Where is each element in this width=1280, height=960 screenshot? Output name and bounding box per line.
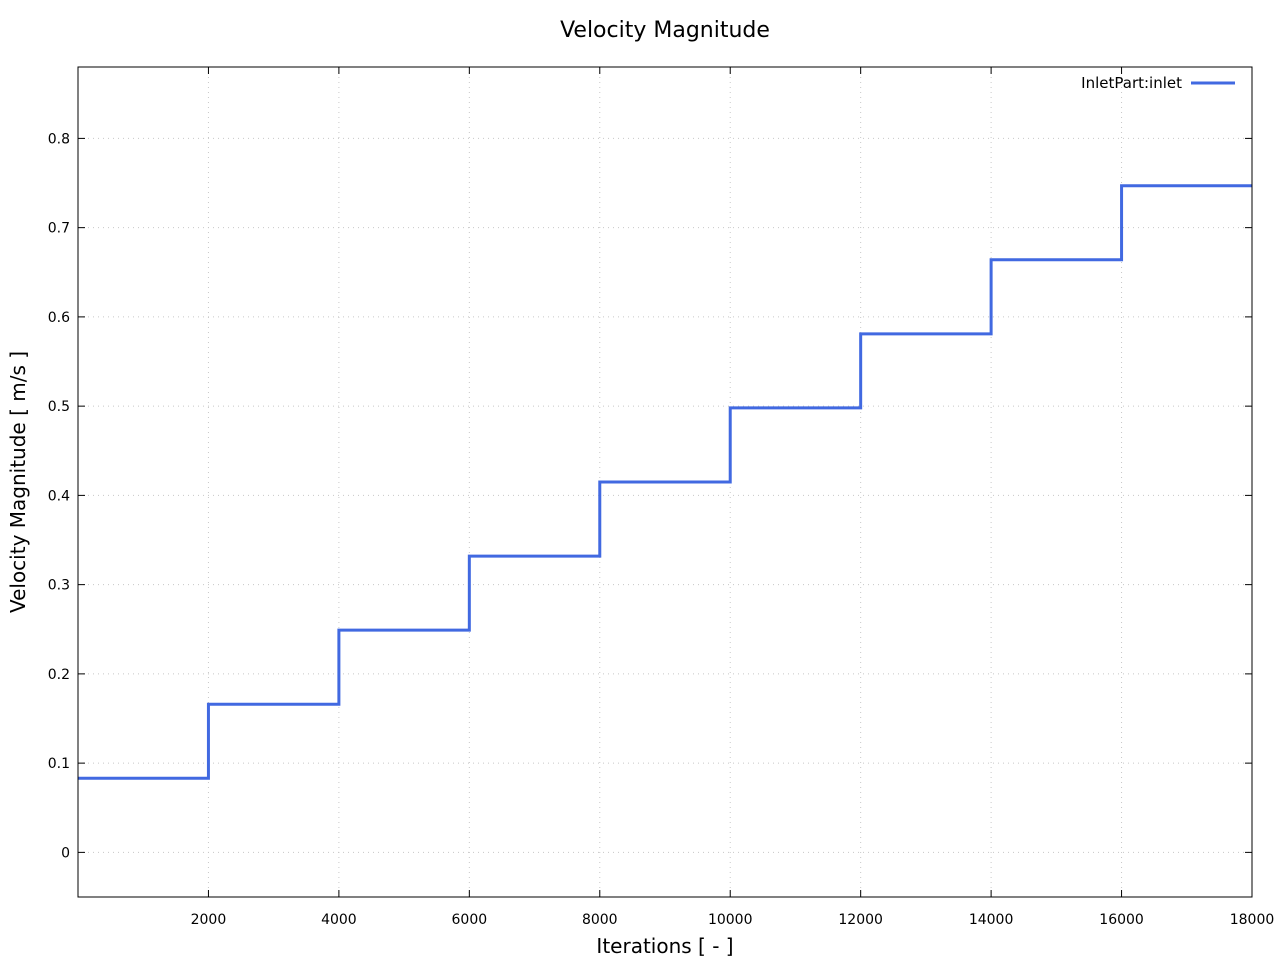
y-tick-label: 0.7 (48, 221, 70, 237)
y-tick-label: 0.5 (48, 399, 70, 415)
x-tick-label: 2000 (191, 912, 227, 928)
x-tick-label: 6000 (452, 912, 488, 928)
x-tick-label: 14000 (969, 912, 1014, 928)
plot-area (77, 66, 1253, 898)
chart-title: Velocity Magnitude (560, 18, 770, 43)
y-tick-label: 0.3 (48, 578, 70, 594)
y-tick-label: 0.6 (48, 310, 70, 326)
y-tick-label: 0 (61, 845, 70, 861)
y-tick-label: 0.2 (48, 667, 70, 683)
x-tick-label: 10000 (708, 912, 753, 928)
x-tick-label: 16000 (1099, 912, 1144, 928)
y-axis-title: Velocity Magnitude [ m/s ] (6, 351, 30, 613)
x-axis-title: Iterations [ - ] (596, 934, 733, 958)
series-layer (78, 184, 1252, 780)
legend: InletPart:inlet (1081, 74, 1235, 92)
ticks: 2000 4000 6000 8000 10000 12000 14000 16000 1800… (48, 67, 1275, 928)
y-tick-label: 0.4 (48, 488, 70, 504)
y-tick-label: 0.8 (48, 131, 70, 147)
y-tick-label: 0.1 (48, 756, 70, 772)
x-tick-label: 18000 (1230, 912, 1275, 928)
x-tick-label: 4000 (321, 912, 357, 928)
series-line (78, 184, 1252, 780)
x-tick-label: 12000 (838, 912, 883, 928)
x-tick-label: 8000 (582, 912, 618, 928)
legend-label: InletPart:inlet (1081, 74, 1182, 92)
